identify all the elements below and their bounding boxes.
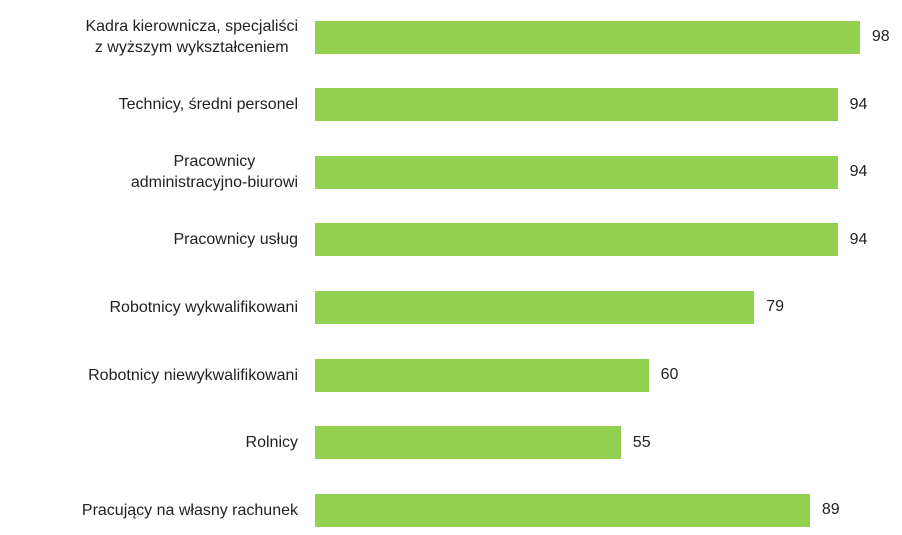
bar [315, 493, 810, 527]
value-label: 94 [849, 163, 868, 181]
category-text: Pracownicy usług [173, 231, 299, 249]
category-label: Robotnicy wykwalifikowani [0, 282, 298, 332]
bar [315, 20, 860, 54]
category-text: Pracujący na własny rachunek [81, 501, 298, 519]
bar [315, 290, 755, 324]
bar [315, 426, 621, 460]
bar [315, 88, 838, 122]
value-label: 98 [871, 28, 890, 45]
category-text: Robotnicy niewykwalifikowani [88, 366, 298, 384]
value-label: 89 [821, 501, 840, 519]
value-label: 55 [632, 433, 651, 451]
bar [315, 155, 838, 189]
category-label: Robotnicy niewykwalifikowani [0, 350, 298, 400]
category-label: Pracownicy usług [0, 215, 299, 265]
category-label: Technicy, średni personel [0, 80, 298, 130]
category-text: Kadra kierownicza, specjaliści z wyższym… [85, 18, 298, 56]
category-text: Technicy, średni personel [118, 96, 298, 114]
category-text: Rolnicy [245, 434, 298, 452]
category-text: Robotnicy wykwalifikowani [109, 298, 298, 316]
value-label: 94 [849, 95, 868, 113]
category-label: Rolnicy [0, 418, 298, 468]
category-label: Pracownicy administracyjno-biurowi [0, 147, 298, 197]
bar [315, 223, 838, 257]
value-label: 94 [849, 230, 868, 248]
category-text: Pracownicy administracyjno-biurowi [130, 153, 298, 192]
category-label: Kadra kierownicza, specjaliści z wyższym… [0, 12, 298, 62]
category-label: Pracujący na własny rachunek [0, 485, 298, 535]
value-label: 60 [660, 366, 679, 383]
value-label: 79 [766, 298, 785, 316]
bar [315, 358, 649, 392]
